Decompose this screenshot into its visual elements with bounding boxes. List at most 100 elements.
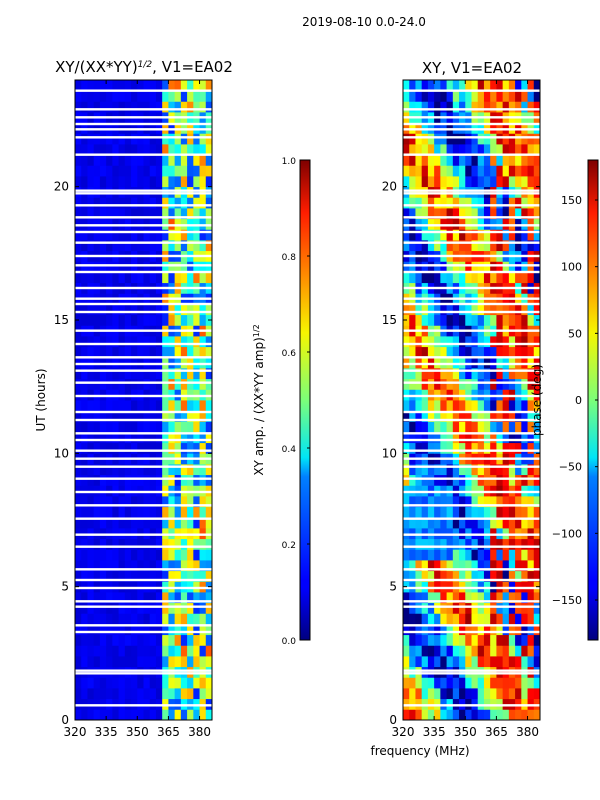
heatmap-cell (483, 272, 491, 284)
heatmap-cell (446, 229, 454, 241)
flagged-row (75, 264, 212, 267)
heatmap-cell (403, 538, 410, 550)
heatmap-cell (75, 517, 82, 529)
heatmap-cell (502, 336, 510, 348)
heatmap-cell (434, 133, 441, 145)
heatmap-cell (502, 656, 510, 668)
heatmap-cell (452, 538, 460, 550)
heatmap-cell (205, 474, 213, 486)
heatmap-cell (75, 474, 82, 486)
heatmap-cell (483, 410, 491, 422)
heatmap-cell (112, 517, 119, 529)
heatmap-cell (131, 645, 138, 657)
heatmap-cell (193, 656, 200, 668)
heatmap-cell (174, 314, 182, 326)
heatmap-cell (490, 261, 497, 273)
heatmap-cell (427, 549, 435, 561)
left-y-axis-label: UT (hours) (34, 368, 48, 431)
heatmap-cell (471, 506, 479, 518)
heatmap-cell (155, 464, 163, 476)
heatmap-cell (465, 560, 472, 572)
heatmap-cell (521, 240, 528, 252)
heatmap-cell (465, 197, 472, 209)
heatmap-cell (99, 346, 107, 358)
heatmap-cell (496, 645, 504, 657)
heatmap-cell (515, 197, 522, 209)
heatmap-cell (490, 400, 497, 412)
heatmap-cell (409, 336, 416, 348)
heatmap-cell (112, 90, 119, 102)
heatmap-cell (434, 400, 441, 412)
heatmap-cell (162, 464, 169, 476)
heatmap-cell (515, 624, 522, 636)
heatmap-cell (75, 176, 82, 188)
heatmap-cell (106, 549, 113, 561)
heatmap-cell (124, 400, 132, 412)
heatmap-cell (106, 432, 113, 444)
heatmap-cell (440, 432, 447, 444)
heatmap-cell (508, 133, 516, 145)
heatmap-cell (131, 154, 138, 166)
heatmap-cell (521, 677, 528, 689)
heatmap-cell (99, 101, 107, 113)
heatmap-cell (452, 272, 460, 284)
heatmap-cell (427, 421, 435, 433)
heatmap-cell (187, 197, 194, 209)
heatmap-cell (99, 496, 107, 508)
heatmap-cell (533, 421, 541, 433)
heatmap-cell (137, 336, 144, 348)
heatmap-cell (434, 176, 441, 188)
heatmap-cell (143, 709, 151, 721)
heatmap-cell (521, 570, 528, 582)
heatmap-cell (99, 176, 107, 188)
heatmap-cell (521, 656, 528, 668)
flagged-row (75, 153, 212, 156)
heatmap-cell (155, 645, 163, 657)
heatmap-cell (75, 90, 82, 102)
heatmap-cell (106, 101, 113, 113)
heatmap-cell (502, 90, 510, 102)
heatmap-cell (508, 688, 516, 700)
heatmap-cell (131, 197, 138, 209)
heatmap-cell (440, 229, 447, 241)
heatmap-cell (143, 570, 151, 582)
heatmap-cell (93, 645, 101, 657)
heatmap-cell (187, 336, 194, 348)
heatmap-cell (118, 176, 126, 188)
heatmap-cell (168, 560, 176, 572)
heatmap-cell (81, 613, 88, 625)
heatmap-cell (205, 464, 213, 476)
heatmap-cell (440, 400, 447, 412)
heatmap-cell (193, 208, 200, 220)
heatmap-cell (205, 304, 213, 316)
heatmap-cell (174, 368, 182, 380)
heatmap-cell (452, 133, 460, 145)
heatmap-cell (93, 346, 101, 358)
heatmap-cell (409, 314, 416, 326)
heatmap-cell (477, 496, 485, 508)
heatmap-cell (124, 517, 132, 529)
heatmap-cell (434, 613, 441, 625)
heatmap-cell (415, 101, 423, 113)
heatmap-cell (521, 506, 528, 518)
heatmap-cell (168, 624, 176, 636)
heatmap-cell (180, 549, 188, 561)
heatmap-cell (199, 410, 207, 422)
heatmap-cell (483, 314, 491, 326)
heatmap-cell (521, 410, 528, 422)
heatmap-cell (112, 336, 119, 348)
heatmap-cell (199, 197, 207, 209)
heatmap-cell (459, 570, 466, 582)
heatmap-cell (421, 634, 429, 646)
heatmap-cell (87, 336, 95, 348)
heatmap-cell (440, 154, 447, 166)
heatmap-cell (452, 336, 460, 348)
heatmap-cell (527, 346, 535, 358)
heatmap-cell (155, 90, 163, 102)
heatmap-cell (471, 560, 479, 572)
heatmap-cell (409, 165, 416, 177)
heatmap-cell (118, 645, 126, 657)
heatmap-cell (87, 133, 95, 145)
heatmap-cell (187, 602, 194, 614)
heatmap-cell (527, 496, 535, 508)
